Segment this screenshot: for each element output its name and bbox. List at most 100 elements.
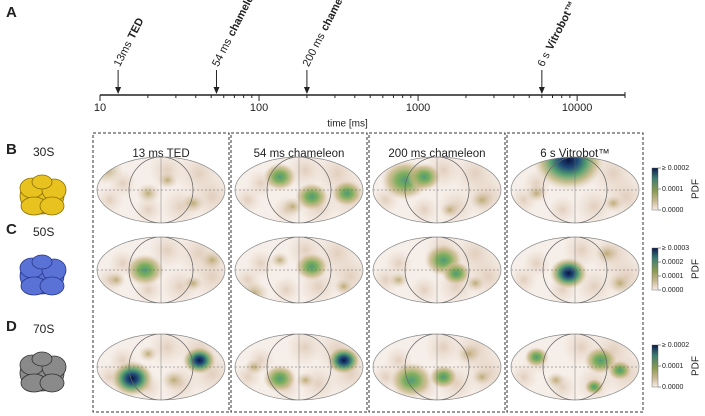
- density-blob: [407, 162, 442, 191]
- density-blob: [327, 346, 361, 375]
- event-name: TED: [126, 16, 147, 41]
- molecule-icon: [19, 351, 67, 393]
- density-blob: [532, 157, 605, 191]
- density-blob: [157, 172, 177, 189]
- event-name: Vitrobot™: [544, 0, 579, 52]
- event-label: 13msTED: [112, 16, 147, 69]
- column-box: [230, 132, 368, 413]
- axis-label: time [ms]: [327, 119, 368, 130]
- density-blob: [138, 345, 158, 362]
- arrow-head: [213, 87, 220, 94]
- colorbar-tick-label: 0.0001: [662, 363, 684, 370]
- colorbar-tick-label: 0.0002: [662, 259, 684, 266]
- density-blob: [440, 201, 460, 218]
- arrow-head: [303, 87, 310, 94]
- map-shade: [286, 334, 325, 367]
- molecule-lobe: [31, 351, 53, 367]
- density-blob: [465, 275, 485, 292]
- density-blob: [161, 370, 186, 391]
- colorbar: [651, 344, 659, 388]
- x-tick-label: 100: [250, 102, 268, 114]
- x-tick-label: 10000: [562, 102, 593, 114]
- heat-map: [373, 157, 501, 223]
- density-blob: [270, 252, 290, 269]
- density-blob: [106, 271, 126, 288]
- density-blob: [472, 368, 492, 385]
- panel-label: C: [6, 221, 17, 238]
- molecule-lobe: [31, 174, 53, 190]
- colorbar-tick-label: 0.0001: [662, 273, 684, 280]
- density-blob: [182, 346, 217, 375]
- map-shade: [134, 195, 163, 223]
- x-tick-label: 1000: [406, 102, 430, 114]
- density-blob: [603, 195, 624, 212]
- arrow-head: [115, 87, 122, 94]
- event-label: 6 sVitrobot™: [535, 0, 578, 69]
- colorbar-title: PDF: [691, 356, 702, 376]
- map-shade: [410, 195, 439, 223]
- heat-map: [511, 237, 639, 303]
- density-blob: [607, 273, 632, 294]
- row-name: 50S: [33, 225, 54, 239]
- density-blob: [97, 157, 124, 185]
- colorbar: [651, 247, 659, 291]
- row-name: 70S: [33, 322, 54, 336]
- event-time: 13ms: [112, 39, 135, 69]
- colorbar: [651, 167, 659, 211]
- map-border: [96, 156, 226, 224]
- density-blob: [429, 364, 458, 389]
- heat-map: [373, 334, 501, 400]
- map-shade: [410, 275, 439, 303]
- map-border: [234, 333, 364, 401]
- event-label: 200 mschameleon: [300, 0, 355, 69]
- map-border: [372, 333, 502, 401]
- molecule-lobe: [39, 373, 65, 393]
- density-blob: [469, 189, 494, 210]
- map-shade: [424, 334, 463, 367]
- column-title: 54 ms chameleon: [254, 148, 345, 160]
- density-blob: [389, 362, 433, 399]
- column-box: [506, 132, 644, 413]
- colorbar-title: PDF: [691, 179, 702, 199]
- colorbar-tick-label: 0.0000: [662, 384, 684, 391]
- panel-label: A: [6, 4, 17, 21]
- event-time: 54 ms: [210, 36, 235, 69]
- colorbar-title: PDF: [691, 259, 702, 279]
- density-blob: [607, 360, 632, 381]
- density-blob: [389, 271, 409, 288]
- map-shade: [548, 195, 577, 223]
- density-blob: [244, 359, 264, 375]
- heat-map: [97, 157, 225, 223]
- event-time: 200 ms: [300, 31, 327, 69]
- column-box: [368, 132, 506, 413]
- map-border: [96, 236, 226, 304]
- map-border: [372, 236, 502, 304]
- heat-map: [97, 334, 225, 400]
- density-blob: [295, 372, 315, 389]
- molecule-lobe: [31, 254, 53, 270]
- density-blob: [524, 347, 549, 368]
- event-label: 54 mschameleon: [210, 0, 262, 69]
- row-name: 30S: [33, 145, 54, 159]
- density-blob: [263, 162, 297, 191]
- colorbar-tick-label: 0.0000: [662, 207, 684, 214]
- density-blob: [136, 183, 161, 204]
- density-blob: [457, 343, 481, 364]
- map-border: [96, 333, 226, 401]
- molecule-lobe: [39, 196, 65, 216]
- event-name: chameleon: [225, 0, 262, 38]
- map-border: [372, 156, 502, 224]
- panel-label: B: [6, 141, 17, 158]
- colorbar-tick-label: 0.0000: [662, 287, 684, 294]
- arrow-head: [538, 87, 545, 94]
- density-blob: [334, 278, 354, 295]
- density-blob: [239, 281, 269, 303]
- colorbar-tick-label: 0.0001: [662, 186, 684, 193]
- event-name: chameleon: [319, 0, 356, 33]
- column-title: 13 ms TED: [132, 148, 189, 160]
- density-blob: [549, 257, 588, 290]
- colorbar-tick-label: ≥ 0.0002: [662, 165, 689, 172]
- map-border: [510, 156, 640, 224]
- density-blob: [441, 261, 471, 286]
- density-blob: [110, 360, 154, 397]
